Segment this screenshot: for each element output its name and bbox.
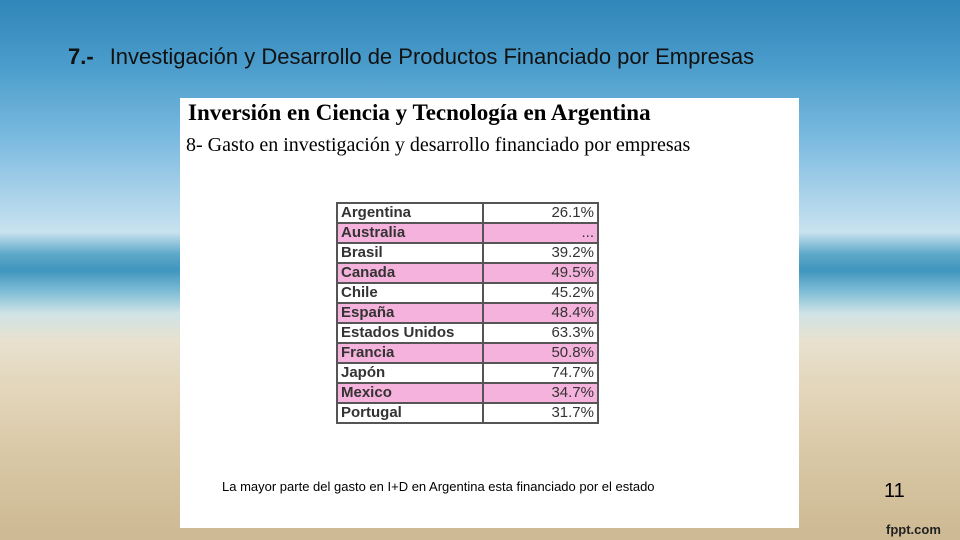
table-row: Portugal 31.7% (336, 402, 599, 424)
table-row: Canada 49.5% (336, 262, 599, 284)
table-row: Francia 50.8% (336, 342, 599, 364)
country-cell: Australia (336, 222, 484, 244)
table-row: Brasil 39.2% (336, 242, 599, 264)
table-row: Japón 74.7% (336, 362, 599, 384)
table-row: Australia ... (336, 222, 599, 244)
value-cell: 50.8% (482, 342, 599, 364)
table-row: Argentina 26.1% (336, 202, 599, 224)
value-cell: 63.3% (482, 322, 599, 344)
table-row: Mexico 34.7% (336, 382, 599, 404)
panel-subtitle: 8- Gasto en investigación y desarrollo f… (186, 134, 691, 156)
country-cell: Argentina (336, 202, 484, 224)
country-cell: Francia (336, 342, 484, 364)
country-cell: España (336, 302, 484, 324)
value-cell: 26.1% (482, 202, 599, 224)
value-cell: 39.2% (482, 242, 599, 264)
country-cell: Brasil (336, 242, 484, 264)
slide-title-text: Investigación y Desarrollo de Productos … (109, 44, 755, 69)
value-cell: ... (482, 222, 599, 244)
slide-number-label: 7.- (68, 44, 94, 69)
value-cell: 48.4% (482, 302, 599, 324)
country-cell: Estados Unidos (336, 322, 484, 344)
value-cell: 49.5% (482, 262, 599, 284)
value-cell: 34.7% (482, 382, 599, 404)
value-cell: 31.7% (482, 402, 599, 424)
table-row: España 48.4% (336, 302, 599, 324)
country-cell: Mexico (336, 382, 484, 404)
panel-title: Inversión en Ciencia y Tecnología en Arg… (188, 100, 651, 125)
panel-footnote: La mayor parte del gasto en I+D en Argen… (222, 479, 655, 494)
page-number: 11 (884, 480, 905, 502)
value-cell: 45.2% (482, 282, 599, 304)
content-panel: Inversión en Ciencia y Tecnología en Arg… (180, 98, 799, 528)
country-cell: Portugal (336, 402, 484, 424)
brand-watermark: fppt.com (886, 522, 941, 537)
rd-funding-table: Argentina 26.1% Australia ... Brasil 39.… (336, 202, 599, 424)
table-row: Estados Unidos 63.3% (336, 322, 599, 344)
value-cell: 74.7% (482, 362, 599, 384)
country-cell: Canada (336, 262, 484, 284)
country-cell: Chile (336, 282, 484, 304)
country-cell: Japón (336, 362, 484, 384)
slide-title: 7.- Investigación y Desarrollo de Product… (68, 44, 928, 70)
table-row: Chile 45.2% (336, 282, 599, 304)
